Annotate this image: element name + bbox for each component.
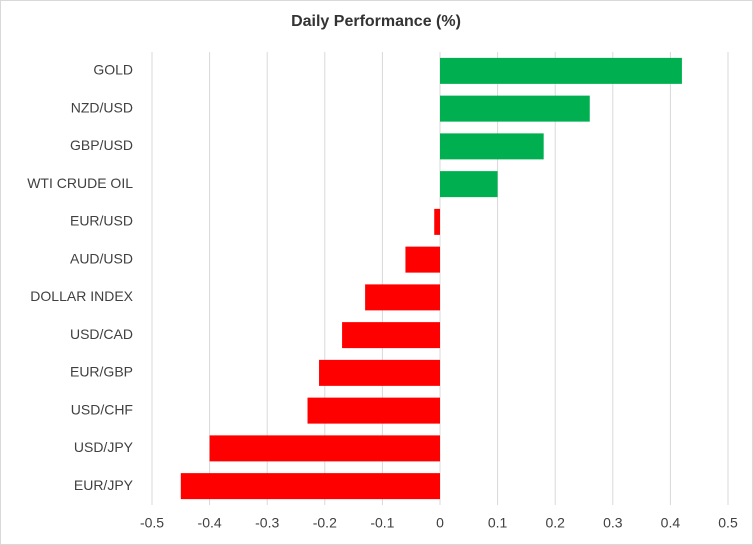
bar: [180, 473, 441, 500]
bar: [319, 359, 440, 386]
bar: [209, 435, 440, 462]
bar: [440, 171, 498, 198]
x-tick-label: 0.5: [718, 515, 738, 531]
x-tick-label: 0.4: [661, 515, 681, 531]
bar: [434, 208, 440, 235]
y-tick-label: EUR/JPY: [74, 477, 134, 493]
chart-title: Daily Performance (%): [291, 13, 461, 30]
bar: [342, 322, 440, 349]
x-tick-label: 0.3: [603, 515, 623, 531]
bar: [405, 246, 440, 273]
x-tick-label: -0.3: [255, 515, 279, 531]
y-tick-label: EUR/GBP: [70, 364, 133, 380]
bar: [440, 133, 544, 160]
x-tick-label: -0.2: [313, 515, 337, 531]
y-tick-label: EUR/USD: [70, 213, 133, 229]
x-tick-label: -0.5: [140, 515, 164, 531]
x-tick-label: -0.1: [370, 515, 394, 531]
y-tick-label: AUD/USD: [70, 250, 133, 266]
bar: [440, 57, 682, 84]
x-tick-label: 0: [436, 515, 444, 531]
bar: [440, 95, 590, 122]
bar: [307, 397, 440, 424]
x-tick-label: 0.2: [545, 515, 565, 531]
y-tick-label: USD/JPY: [74, 439, 134, 455]
y-tick-label: USD/CHF: [71, 401, 133, 417]
y-tick-label: USD/CAD: [70, 326, 133, 342]
x-tick-label: 0.1: [488, 515, 508, 531]
x-tick-label: -0.4: [198, 515, 222, 531]
y-tick-label: WTI CRUDE OIL: [27, 175, 133, 191]
y-tick-label: GOLD: [93, 62, 133, 78]
y-tick-label: GBP/USD: [70, 137, 133, 153]
bar: [365, 284, 440, 311]
y-tick-label: DOLLAR INDEX: [30, 288, 133, 304]
y-tick-label: NZD/USD: [71, 99, 133, 115]
